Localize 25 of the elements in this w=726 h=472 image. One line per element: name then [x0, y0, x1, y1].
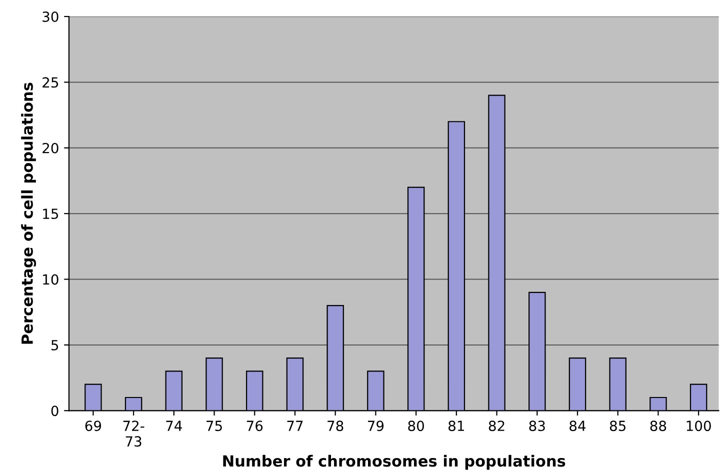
x-tick-label: 88: [650, 420, 666, 432]
y-tick-label: 0: [51, 406, 58, 416]
y-tick-label: 15: [43, 208, 58, 220]
y-tick-label: 20: [42, 142, 58, 154]
x-tick-label: 82: [488, 420, 504, 432]
x-tick-label: 72- 73: [123, 420, 144, 447]
y-tick-label: 5: [51, 340, 58, 350]
x-tick-label: 85: [610, 420, 626, 432]
x-tick-label: 75: [206, 420, 222, 432]
x-tick-label: 78: [328, 420, 344, 432]
y-tick-label: 30: [42, 11, 58, 22]
x-tick-label: 81: [448, 420, 464, 432]
x-tick-label: 84: [570, 420, 586, 432]
x-tick-label: 83: [529, 420, 545, 432]
x-tick-label: 100: [686, 420, 711, 432]
y-tick-label: 10: [43, 274, 58, 285]
x-tick-label: 77: [287, 420, 303, 431]
x-tick-label: 80: [408, 420, 424, 432]
x-tick-label: 74: [166, 420, 182, 431]
x-tick-label: 79: [368, 420, 384, 432]
x-axis-title: Number of chromosomes in populations: [223, 454, 566, 470]
x-tick-label: 69: [85, 420, 102, 432]
y-tick-label: 25: [42, 77, 58, 88]
y-axis-title: Percentage of cell populations: [21, 82, 36, 344]
x-tick-label: 76: [246, 420, 263, 432]
